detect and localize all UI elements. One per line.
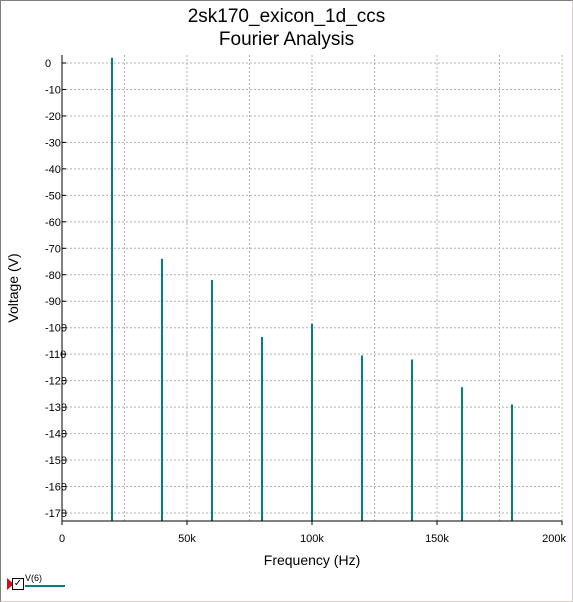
y-tick-label: -120 <box>45 376 67 388</box>
y-tick-label: -80 <box>45 270 61 282</box>
y-tick-label: -140 <box>45 429 67 441</box>
y-tick-label: -10 <box>45 84 61 96</box>
y-tick-label: -100 <box>45 323 67 335</box>
y-tick-label: -70 <box>45 243 61 255</box>
y-tick-label: -30 <box>45 137 61 149</box>
legend-label: V(6) <box>25 573 43 583</box>
axis-layer <box>61 55 563 525</box>
legend[interactable]: ✓ V(6) <box>7 573 87 597</box>
legend-line-swatch <box>25 585 65 587</box>
x-tick-label: 150k <box>425 533 449 545</box>
x-tick-label: 200k <box>542 533 566 545</box>
y-tick-label: -130 <box>45 402 67 414</box>
y-axis-label: Voltage (V) <box>5 253 21 322</box>
chart-title: 2sk170_exicon_1d_ccs <box>187 6 386 27</box>
legend-selection-marker-icon <box>7 578 14 590</box>
x-tick-label: 0 <box>59 533 65 545</box>
x-tick-label: 50k <box>178 533 196 545</box>
y-tick-label: -50 <box>45 190 61 202</box>
y-tick-label: -20 <box>45 111 61 123</box>
y-tick-label: -60 <box>45 217 61 229</box>
y-tick-label: 0 <box>45 58 51 70</box>
y-tick-label: -90 <box>45 296 61 308</box>
y-tick-label: -110 <box>45 349 66 361</box>
x-axis-label: Frequency (Hz) <box>264 552 360 568</box>
y-tick-label: -160 <box>45 482 67 494</box>
x-tick-label: 100k <box>300 533 324 545</box>
y-tick-label: -150 <box>45 455 67 467</box>
legend-checkbox[interactable]: ✓ <box>12 578 24 590</box>
tick-label-layer: 0 -10 -20 -30 -40 -50 -60 -70 -80 -90 -100 -110 -120… <box>45 58 566 545</box>
y-tick-label: -170 <box>45 508 67 520</box>
y-tick-label: -40 <box>45 164 61 176</box>
chart-subtitle: Fourier Analysis <box>218 29 355 50</box>
bar-layer <box>111 57 513 521</box>
